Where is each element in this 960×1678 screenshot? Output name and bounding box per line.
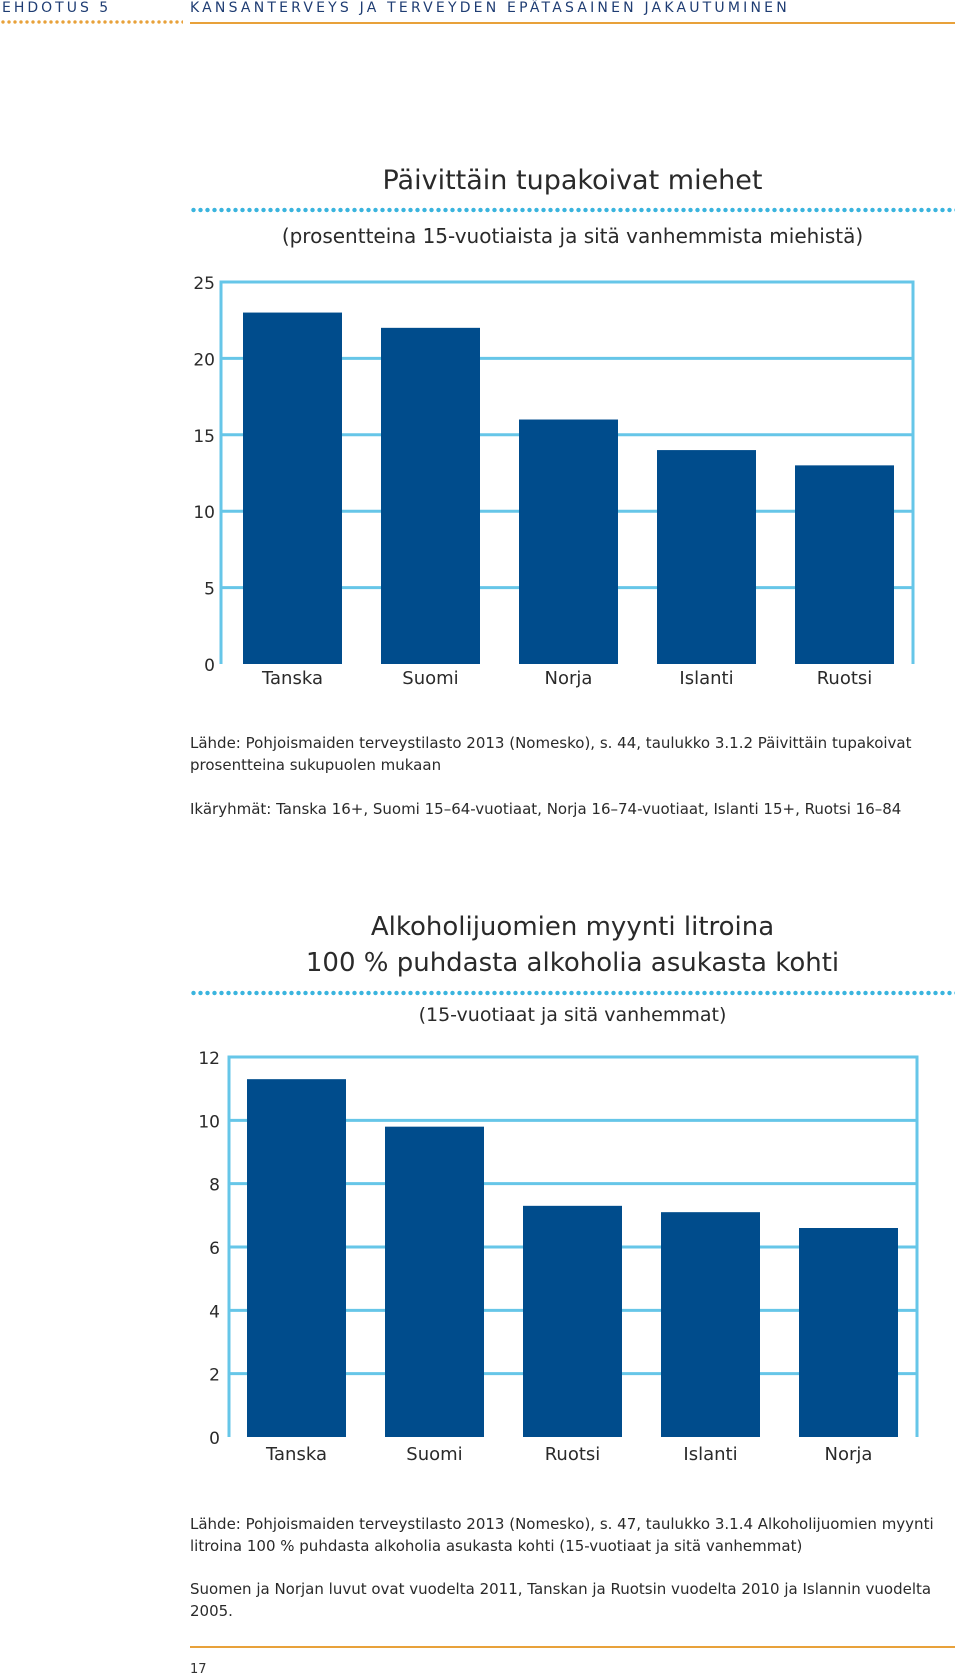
chart2-dotted-rule [190, 990, 955, 996]
header-dotted-rule [0, 20, 183, 24]
chart2-plot: 0 2 4 6 8 10 12 Tanska Suomi Ruotsi Islanti Norja [198, 1049, 919, 1465]
chart1-y-tick-label: 20 [193, 350, 215, 370]
chart1-y-tick-label: 0 [204, 656, 215, 676]
section-label-text: EHDOTUS 5 [2, 0, 112, 16]
chart1-y-tick-label: 25 [193, 274, 215, 294]
chart1-bar-norja [519, 419, 618, 664]
header-rule [190, 22, 955, 24]
chart1-bar-islanti [657, 450, 756, 664]
chart2-y-tick-label: 0 [209, 1429, 220, 1449]
chart2-bar-norja [799, 1228, 898, 1437]
chart2-bar-ruotsi [523, 1205, 622, 1437]
chart1-y-tick-label: 10 [193, 503, 215, 523]
chart2-y-tick-label: 8 [209, 1176, 220, 1196]
chart1-x-tick-label: Tanska [261, 668, 323, 689]
chart2-source-note: Lähde: Pohjoismaiden terveystilasto 2013… [190, 1515, 934, 1555]
chart1-title: Päivittäin tupakoivat miehet [382, 165, 763, 196]
chart2-y-tick-label: 4 [209, 1302, 220, 1322]
chart1-y-tick-label: 5 [204, 580, 215, 600]
chart2-title: Alkoholijuomien myynti litroina [370, 912, 775, 942]
chart1-x-tick-label: Islanti [679, 668, 733, 689]
chart2-y-tick-label: 6 [209, 1239, 220, 1259]
running-header: KANSANTERVEYS JA TERVEYDEN EPÄTASAINEN J… [190, 0, 790, 16]
chart1-dotted-rule [190, 207, 955, 213]
chart1-subtitle: (prosentteina 15-vuotiaista ja sitä vanh… [281, 224, 864, 248]
chart2-years-note: Suomen ja Norjan luvut ovat vuodelta 201… [190, 1580, 932, 1620]
chart2-y-tick-label: 10 [198, 1112, 220, 1132]
chart2-bar-islanti [661, 1212, 760, 1437]
chart2-x-tick-label: Ruotsi [545, 1444, 601, 1465]
chart1-y-tick-label: 15 [193, 427, 215, 447]
chart1-bar-tanska [243, 312, 342, 664]
chart2-x-tick-label: Norja [825, 1444, 873, 1465]
chart2-bar-tanska [247, 1079, 346, 1437]
chart1-source-note: Lähde: Pohjoismaiden terveystilasto 2013… [190, 734, 912, 774]
chart2-x-tick-label: Tanska [265, 1444, 327, 1465]
chart2-x-tick-label: Islanti [683, 1444, 737, 1465]
chart1-bar-ruotsi [795, 465, 894, 664]
chart1-plot: 0 5 10 15 20 25 Tanska Suomi Norja Islanti Ruotsi [193, 274, 915, 689]
chart2-x-tick-label: Suomi [406, 1444, 462, 1465]
chart2-subtitle: (15-vuotiaat ja sitä vanhemmat) [418, 1004, 727, 1026]
chart1-age-note: Ikäryhmät: Tanska 16+, Suomi 15–64-vuoti… [190, 800, 902, 818]
chart1-bar-suomi [381, 327, 480, 664]
chart2-title-line2: 100 % puhdasta alkoholia asukasta kohti [305, 948, 840, 978]
chart2-y-tick-label: 12 [198, 1049, 220, 1069]
chart1-x-tick-label: Ruotsi [817, 668, 873, 689]
footer-rule [190, 1646, 955, 1648]
chart1-x-tick-label: Norja [545, 668, 593, 689]
section-label: EHDOTUS 5 [0, 0, 182, 24]
chart2-bar-suomi [385, 1126, 484, 1437]
chart2-y-tick-label: 2 [209, 1366, 220, 1386]
page-number: 17 [190, 1662, 207, 1677]
chart1-x-tick-label: Suomi [402, 668, 458, 689]
